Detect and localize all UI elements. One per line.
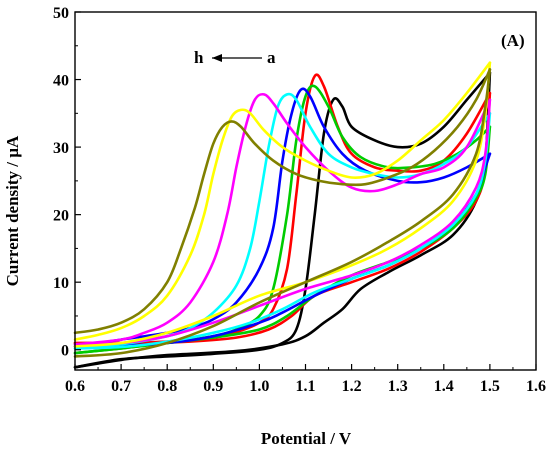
y-tick-label: 30	[53, 140, 69, 157]
series-7-forward-scan	[73, 68, 492, 335]
y-axis-title: Current density / µA	[3, 135, 22, 286]
x-tick-label: 1.1	[296, 378, 316, 395]
annotation-start-label: h	[194, 48, 204, 67]
series-7-reverse-scan	[73, 68, 492, 358]
y-tick-label: 0	[61, 343, 69, 360]
series-6-forward-scan	[73, 61, 492, 341]
series-1-reverse-scan	[73, 91, 492, 345]
series-curves	[73, 61, 492, 369]
x-tick-label: 0.6	[65, 378, 85, 395]
series-5-forward-scan	[73, 92, 492, 346]
axis-ticks: 0.6 0.7 0.8 0.9 1.0 1.1 1.2 1.3 1.4 1.5 1.6 0 10 20 30…	[53, 5, 546, 395]
x-tick-label: 1.3	[388, 378, 408, 395]
y-tick-label: 10	[53, 275, 69, 292]
panel-label: (A)	[501, 31, 525, 50]
y-tick-label: 50	[53, 5, 69, 22]
x-tick-label: 0.7	[111, 378, 131, 395]
x-tick-label: 1.0	[249, 378, 269, 395]
y-tick-label: 20	[53, 208, 69, 225]
x-tick-label: 0.9	[203, 378, 223, 395]
annotation-end-label: a	[267, 48, 276, 67]
x-tick-label: 1.5	[480, 378, 500, 395]
x-axis-title: Potential / V	[261, 429, 352, 448]
y-tick-label: 40	[53, 73, 69, 90]
series-6-reverse-scan	[73, 61, 492, 348]
x-tick-label: 0.8	[157, 378, 177, 395]
x-tick-label: 1.4	[434, 378, 454, 395]
annotation-arrow	[212, 54, 262, 62]
series-5-reverse-scan	[73, 98, 492, 346]
x-tick-label: 1.6	[526, 378, 546, 395]
x-tick-label: 1.2	[342, 378, 362, 395]
